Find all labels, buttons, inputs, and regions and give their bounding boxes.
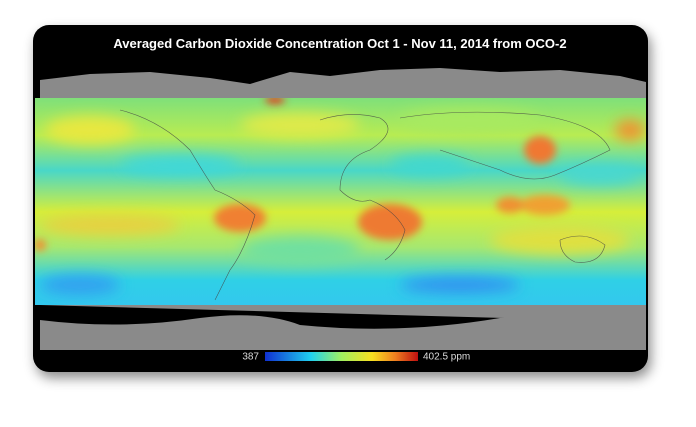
colorbar-min-label: 387 bbox=[242, 352, 259, 363]
coastlines bbox=[119, 109, 611, 301]
high-co2-regions bbox=[35, 98, 570, 251]
map-variation bbox=[40, 108, 645, 295]
co2-map bbox=[35, 98, 646, 305]
antarctica bbox=[40, 305, 646, 350]
colorbar bbox=[265, 352, 418, 361]
title: Averaged Carbon Dioxide Concentration Oc… bbox=[113, 36, 566, 51]
colorbar-max-label: 402.5 ppm bbox=[423, 352, 470, 363]
arctic-land bbox=[40, 68, 646, 98]
